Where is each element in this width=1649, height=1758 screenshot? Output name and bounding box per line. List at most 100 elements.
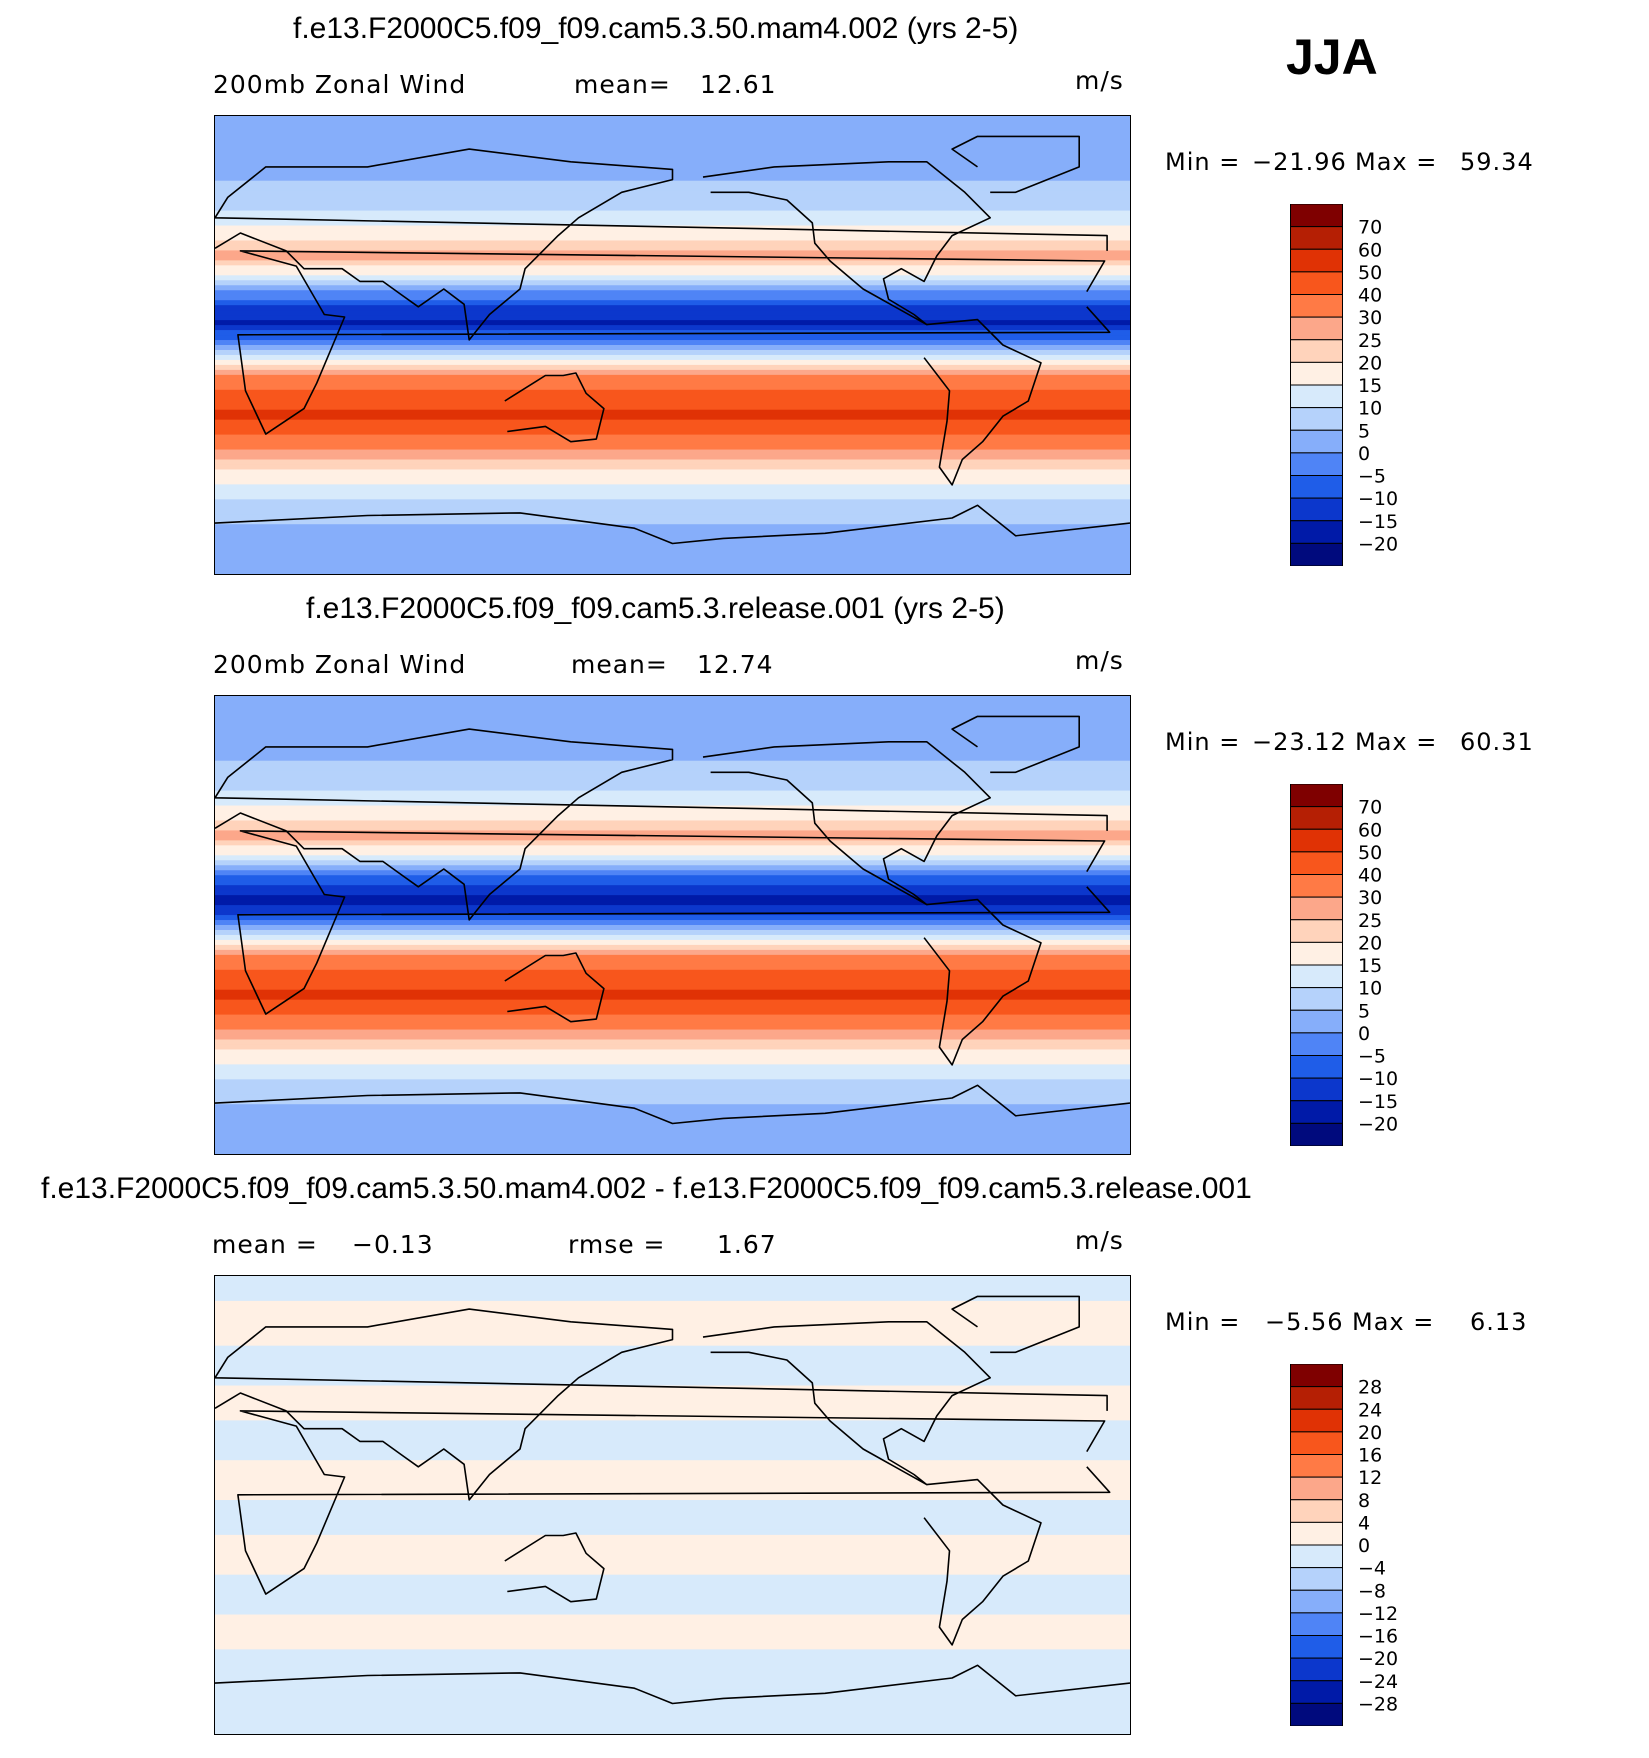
field-band (215, 1549, 1130, 1556)
colorbar-tick-label: 60 (1358, 819, 1382, 841)
field-band (215, 934, 1130, 941)
colorbar-swatch (1290, 497, 1343, 522)
field-band (215, 265, 1130, 271)
field-band (215, 1644, 1130, 1650)
field-band (215, 384, 1130, 391)
colorbar-tick-label: −5 (1358, 1046, 1386, 1068)
field-band (215, 1574, 1130, 1581)
colorbar-swatch (1290, 384, 1343, 409)
field-band (215, 1714, 1130, 1720)
field-band (215, 1629, 1130, 1636)
field-band (215, 1729, 1130, 1734)
colorbar-swatch (1290, 271, 1343, 295)
colorbar-tick-label: −5 (1358, 466, 1386, 488)
field-band (215, 949, 1130, 956)
field-band (215, 1470, 1130, 1476)
field-band (215, 499, 1130, 505)
field-band (215, 160, 1130, 167)
field-band (215, 1500, 1130, 1506)
field-band (215, 1004, 1130, 1011)
field-band (215, 195, 1130, 202)
panel-2-min-value: −23.12 (1252, 728, 1347, 756)
field-band (215, 1395, 1130, 1402)
colorbar-swatch (1290, 226, 1343, 250)
field-band (215, 479, 1130, 485)
panel-2-colorbar: 70 60 50 40 30 25 20 15 10 5 0 −5 −10 −15 −20 (1290, 784, 1420, 1146)
panel-1-mean-label: mean= (574, 70, 671, 99)
field-band (215, 760, 1130, 767)
field-band (215, 780, 1130, 787)
coastline (215, 504, 1130, 545)
field-band (215, 1370, 1130, 1377)
field-band (215, 1129, 1130, 1135)
field-band (215, 1315, 1130, 1322)
map-plot (215, 1276, 1130, 1734)
panel-1-units: m/s (1075, 66, 1124, 95)
field-band (215, 529, 1130, 535)
field-band (215, 1619, 1130, 1626)
field-band (215, 730, 1130, 737)
field-band (215, 534, 1130, 540)
field-band (215, 310, 1130, 316)
field-band (215, 1654, 1130, 1660)
field-band (215, 459, 1130, 466)
field-band (215, 240, 1130, 247)
field-band (215, 569, 1130, 574)
field-band (215, 399, 1130, 406)
colorbar-swatch (1290, 964, 1343, 989)
panel-1-title: f.e13.F2000C5.f09_f09.cam5.3.50.mam4.002… (293, 12, 1019, 45)
field-band (215, 785, 1130, 792)
colorbar-swatch (1290, 316, 1343, 341)
field-band (215, 1604, 1130, 1611)
colorbar-tick-label: 12 (1358, 1467, 1382, 1489)
colorbar-swatch (1290, 1100, 1343, 1124)
field-band (215, 165, 1130, 172)
colorbar-tick-label: 16 (1358, 1445, 1382, 1467)
colorbar-swatch (1290, 1635, 1343, 1659)
field-band (215, 1305, 1130, 1312)
map-plot (215, 696, 1130, 1154)
field-band (215, 1440, 1130, 1446)
field-band (215, 1634, 1130, 1641)
field-band (215, 1505, 1130, 1511)
field-band (215, 1054, 1130, 1061)
field-band (215, 335, 1130, 341)
field-band (215, 1564, 1130, 1571)
field-band (215, 1014, 1130, 1021)
colorbar-tick-label: −20 (1358, 1648, 1398, 1670)
colorbar-swatch (1290, 1521, 1343, 1546)
panel-3-rmse-value: 1.67 (717, 1230, 777, 1259)
field-band (215, 1295, 1130, 1302)
field-band (215, 969, 1130, 976)
field-band (215, 439, 1130, 446)
coastline (504, 372, 605, 443)
field-band (215, 1460, 1130, 1466)
field-band (215, 145, 1130, 152)
field-band (215, 1485, 1130, 1491)
field-band (215, 1599, 1130, 1606)
season-label: JJA (1286, 29, 1378, 85)
field-band (215, 870, 1130, 876)
colorbar-tick-label: 50 (1358, 262, 1382, 284)
colorbar-tick-label: 30 (1358, 307, 1382, 329)
panel-2-title: f.e13.F2000C5.f09_f09.cam5.3.release.001… (306, 592, 1005, 625)
field-band (215, 1320, 1130, 1327)
colorbar-swatch (1290, 339, 1343, 363)
colorbar-tick-label: −16 (1358, 1626, 1398, 1648)
coastline (215, 148, 1108, 341)
field-band (215, 1674, 1130, 1680)
field-band (215, 215, 1130, 222)
coastline (702, 160, 992, 326)
field-band (215, 150, 1130, 157)
colorbar-swatch (1290, 1680, 1343, 1704)
field-band (215, 1039, 1130, 1046)
field-band (215, 419, 1130, 426)
field-band (215, 1609, 1130, 1616)
colorbar-swatch (1290, 429, 1343, 454)
colorbar-tick-label: −10 (1358, 1068, 1398, 1090)
panel-3-max-value: 6.13 (1470, 1308, 1528, 1336)
field-band (215, 345, 1130, 351)
field-band (215, 524, 1130, 530)
panel-3-max-label: Max = (1352, 1308, 1435, 1336)
coastline (215, 728, 1108, 921)
